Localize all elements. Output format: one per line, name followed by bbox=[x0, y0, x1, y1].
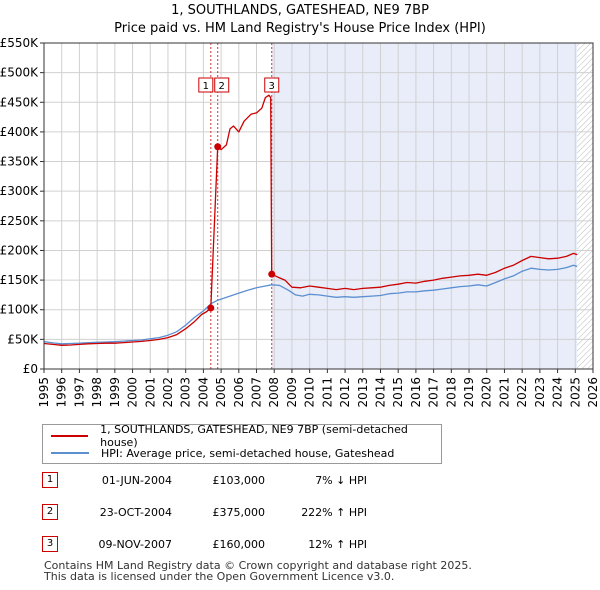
x-tick-label: 2009 bbox=[285, 377, 299, 408]
legend-item-property: 1, SOUTHLANDS, GATESHEAD, NE9 7BP (semi-… bbox=[51, 423, 441, 449]
x-tick-label: 2020 bbox=[480, 377, 494, 408]
y-tick-label: £500K bbox=[0, 66, 39, 80]
x-tick-label: 2026 bbox=[586, 377, 600, 408]
y-tick-label: £50K bbox=[7, 332, 39, 346]
legend-label-property: 1, SOUTHLANDS, GATESHEAD, NE9 7BP (semi-… bbox=[100, 423, 408, 449]
table-row: 2 23-OCT-2004 £375,000 222% ↑ HPI bbox=[42, 504, 402, 522]
sale-point bbox=[268, 270, 276, 278]
y-tick-label: £550K bbox=[0, 36, 39, 50]
x-tick-label: 2018 bbox=[444, 377, 458, 408]
x-tick-label: 2015 bbox=[391, 377, 405, 408]
x-tick-label: 2004 bbox=[196, 377, 210, 408]
transaction-price: £160,000 bbox=[212, 538, 266, 551]
x-tick-label: 2014 bbox=[373, 377, 387, 408]
x-tick-label: 1998 bbox=[90, 377, 104, 408]
footer-copyright: Contains HM Land Registry data © Crown c… bbox=[44, 559, 472, 572]
transaction-number: 3 bbox=[42, 536, 58, 552]
y-tick-label: £350K bbox=[0, 155, 39, 169]
x-tick-label: 2023 bbox=[533, 377, 547, 408]
x-tick-label: 1996 bbox=[55, 377, 69, 408]
x-tick-label: 2001 bbox=[143, 377, 157, 408]
x-tick-label: 1995 bbox=[37, 377, 51, 408]
y-tick-label: £250K bbox=[0, 214, 39, 228]
x-tick-label: 2022 bbox=[515, 377, 529, 408]
transaction-hpi-change: 12% ↑ HPI bbox=[308, 538, 367, 551]
x-tick-label: 2025 bbox=[568, 377, 582, 408]
chart-title-block: 1, SOUTHLANDS, GATESHEAD, NE9 7BP Price … bbox=[0, 2, 600, 38]
x-tick-label: 2021 bbox=[497, 377, 511, 408]
table-row: 3 09-NOV-2007 £160,000 12% ↑ HPI bbox=[42, 536, 402, 554]
transaction-date: 09-NOV-2007 bbox=[98, 538, 172, 551]
footer-license: This data is licensed under the Open Gov… bbox=[44, 570, 395, 583]
sale-marker-box bbox=[264, 77, 280, 93]
x-tick-label: 2010 bbox=[303, 377, 317, 408]
y-tick-label: £150K bbox=[0, 273, 39, 287]
y-tick-label: £400K bbox=[0, 125, 39, 139]
x-tick-label: 2006 bbox=[232, 377, 246, 408]
x-tick-label: 2011 bbox=[320, 377, 334, 408]
x-tick-label: 1997 bbox=[72, 377, 86, 408]
x-tick-label: 2003 bbox=[179, 377, 193, 408]
x-tick-label: 2024 bbox=[551, 377, 565, 408]
axes bbox=[40, 42, 594, 373]
legend-swatch-hpi bbox=[51, 452, 89, 454]
transaction-hpi-change: 7% ↓ HPI bbox=[315, 474, 367, 487]
legend-swatch-property bbox=[51, 435, 89, 437]
sale-marker-number: 3 bbox=[269, 81, 275, 92]
plot-border bbox=[43, 42, 594, 370]
plot-background bbox=[44, 43, 593, 369]
footer: Contains HM Land Registry data © Crown c… bbox=[44, 560, 472, 582]
transaction-price: £375,000 bbox=[212, 506, 266, 519]
x-tick-label: 2008 bbox=[267, 377, 281, 408]
property-price-line bbox=[43, 94, 578, 346]
y-tick-label: £0 bbox=[23, 362, 38, 376]
sale-marker-box bbox=[214, 77, 230, 93]
y-tick-label: £100K bbox=[0, 303, 39, 317]
transaction-hpi-change: 222% ↑ HPI bbox=[301, 506, 367, 519]
x-tick-label: 2013 bbox=[356, 377, 370, 408]
sale-marker-number: 1 bbox=[203, 81, 209, 92]
x-tick-label: 2012 bbox=[338, 377, 352, 408]
sale-point bbox=[207, 304, 215, 312]
tick-labels: £0 £50K £100K £150K £200K £250K £300K £350K £400… bbox=[0, 36, 600, 408]
series bbox=[43, 94, 578, 346]
chart-title: 1, SOUTHLANDS, GATESHEAD, NE9 7BP bbox=[171, 3, 429, 18]
transaction-date: 01-JUN-2004 bbox=[101, 474, 172, 487]
x-tick-label: 2016 bbox=[409, 377, 423, 408]
x-tick-label: 2017 bbox=[427, 377, 441, 408]
table-row: 1 01-JUN-2004 £103,000 7% ↓ HPI bbox=[42, 472, 402, 490]
x-tick-label: 1999 bbox=[108, 377, 122, 408]
legend-item-hpi: HPI: Average price, semi-detached house,… bbox=[51, 445, 394, 461]
legend-label-hpi: HPI: Average price, semi-detached house,… bbox=[101, 446, 395, 460]
transaction-number: 1 bbox=[42, 472, 58, 488]
x-tick-label: 2002 bbox=[161, 377, 175, 408]
transaction-price: £103,000 bbox=[212, 474, 266, 487]
transaction-number: 2 bbox=[42, 504, 58, 520]
y-tick-label: £200K bbox=[0, 243, 39, 257]
x-tick-label: 2019 bbox=[462, 377, 476, 408]
sale-points bbox=[207, 143, 276, 312]
x-tick-label: 2007 bbox=[250, 377, 264, 408]
y-tick-label: £300K bbox=[0, 184, 39, 198]
x-tick-label: 2000 bbox=[126, 377, 140, 408]
chart-subtitle: Price paid vs. HM Land Registry's House … bbox=[114, 21, 486, 36]
forecast-hatching bbox=[577, 43, 593, 369]
transaction-date: 23-OCT-2004 bbox=[99, 506, 172, 519]
hpi-line bbox=[43, 264, 578, 345]
legend: 1, SOUTHLANDS, GATESHEAD, NE9 7BP (semi-… bbox=[42, 423, 442, 464]
sale-marker-box bbox=[198, 77, 214, 93]
sale-point bbox=[214, 143, 222, 151]
y-tick-label: £450K bbox=[0, 95, 39, 109]
sale-marker-number: 2 bbox=[219, 81, 225, 92]
x-tick-label: 2005 bbox=[214, 377, 228, 408]
post-sale-shading bbox=[271, 43, 578, 369]
